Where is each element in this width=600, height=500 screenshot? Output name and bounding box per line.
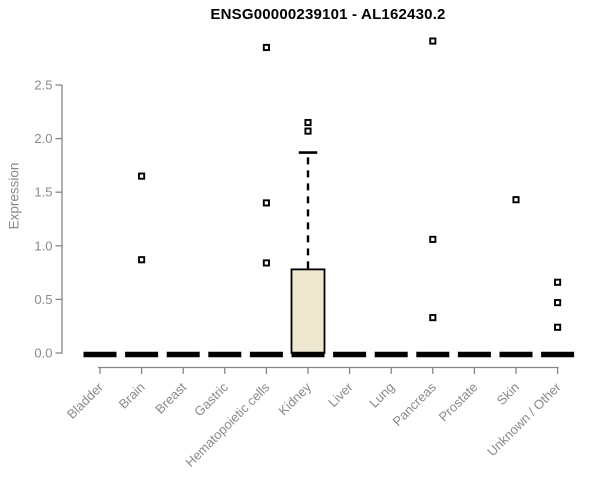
x-axis-tick-label: Gastric xyxy=(191,379,231,419)
outlier-point xyxy=(262,199,270,207)
box xyxy=(290,268,326,354)
x-axis-tick-label: Unknown / Other xyxy=(484,379,564,459)
x-axis-tick-label: Bladder xyxy=(64,379,107,422)
y-axis-tick-label: 2.5 xyxy=(34,78,52,93)
median-bar xyxy=(208,351,242,358)
median-bar xyxy=(499,351,533,358)
outlier-point xyxy=(512,196,520,204)
y-axis-tick-label: 0.5 xyxy=(34,292,52,307)
median-bar xyxy=(291,351,325,358)
x-axis-tick-label: Breast xyxy=(152,379,189,416)
chart-title: ENSG00000239101 - AL162430.2 xyxy=(210,6,446,23)
median-bar xyxy=(166,351,200,358)
median-bar xyxy=(125,351,159,358)
y-axis-tick-label: 0.0 xyxy=(34,346,52,361)
x-axis-tick-label: Lung xyxy=(366,380,397,411)
y-axis-tick-label: 1.0 xyxy=(34,238,52,253)
x-axis-tick-label: Pancreas xyxy=(389,379,439,429)
outlier-point xyxy=(138,172,146,180)
y-axis-tick-label: 2.0 xyxy=(34,131,52,146)
x-axis-tick-label: Skin xyxy=(494,380,522,408)
y-axis-tick-label: 1.5 xyxy=(34,185,52,200)
median-bar xyxy=(333,351,367,358)
outlier-point xyxy=(138,256,146,264)
outlier-point xyxy=(429,235,437,243)
outlier-point xyxy=(262,259,270,267)
outlier-point xyxy=(554,299,562,307)
median-bar xyxy=(541,351,575,358)
x-axis-tick-label: Liver xyxy=(325,379,356,410)
median-bar xyxy=(416,351,450,358)
x-axis-tick-label: Prostate xyxy=(436,380,481,425)
outlier-point xyxy=(554,278,562,286)
median-bar xyxy=(374,351,408,358)
outlier-point xyxy=(304,127,312,135)
outlier-point xyxy=(429,37,437,45)
outlier-point xyxy=(262,43,270,52)
outlier-point xyxy=(429,314,437,322)
x-axis-tick-label: Brain xyxy=(116,380,148,412)
outlier-point xyxy=(304,118,312,127)
outlier-point xyxy=(554,323,562,331)
x-axis-tick-label: Kidney xyxy=(275,379,314,418)
median-bar xyxy=(249,351,283,358)
median-bar xyxy=(457,351,491,358)
median-bar xyxy=(83,351,117,358)
